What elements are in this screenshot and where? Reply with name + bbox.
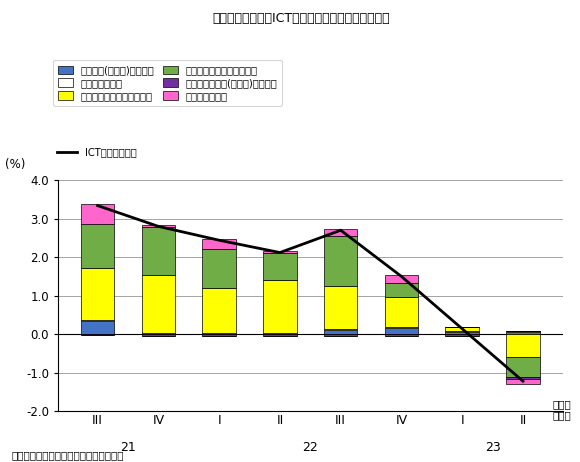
Bar [385, 297, 418, 327]
Bar [142, 275, 175, 334]
Bar [506, 379, 539, 384]
Bar [445, 332, 479, 334]
Bar [385, 275, 418, 283]
Bar [506, 332, 539, 334]
Bar [445, 334, 479, 336]
Bar [81, 204, 114, 224]
Bar [81, 334, 114, 335]
Bar [81, 224, 114, 268]
Bar [81, 321, 114, 334]
Text: 輸出総額に占めるICT関連輸出（品目別）の寄与度: 輸出総額に占めるICT関連輸出（品目別）の寄与度 [213, 12, 390, 24]
Text: (%): (%) [5, 158, 26, 171]
Bar [506, 334, 539, 357]
Bar [324, 329, 357, 334]
Bar [81, 268, 114, 320]
Bar [202, 334, 236, 336]
Bar [263, 334, 296, 336]
Bar [324, 286, 357, 329]
Legend: ICT関連・寄与度: ICT関連・寄与度 [53, 143, 141, 161]
Text: （期）
（年）: （期） （年） [553, 399, 571, 420]
Bar [506, 377, 539, 379]
Bar [324, 229, 357, 237]
Bar [202, 288, 236, 334]
Text: 22: 22 [302, 441, 318, 454]
Bar [263, 280, 296, 334]
Text: 23: 23 [485, 441, 501, 454]
Bar [142, 227, 175, 275]
Bar [81, 320, 114, 321]
Bar [202, 249, 236, 288]
Bar [506, 357, 539, 377]
Bar [385, 334, 418, 336]
Bar [142, 334, 175, 336]
Text: 21: 21 [120, 441, 136, 454]
Bar [142, 225, 175, 227]
Text: （出所）財務省「貿易統計」から作成。: （出所）財務省「貿易統計」から作成。 [12, 450, 124, 460]
Bar [263, 251, 296, 253]
Bar [324, 237, 357, 286]
Bar [385, 327, 418, 328]
Bar [202, 239, 236, 249]
Bar [445, 327, 479, 332]
Bar [385, 328, 418, 334]
Bar [324, 334, 357, 336]
Bar [263, 253, 296, 280]
Bar [385, 283, 418, 297]
